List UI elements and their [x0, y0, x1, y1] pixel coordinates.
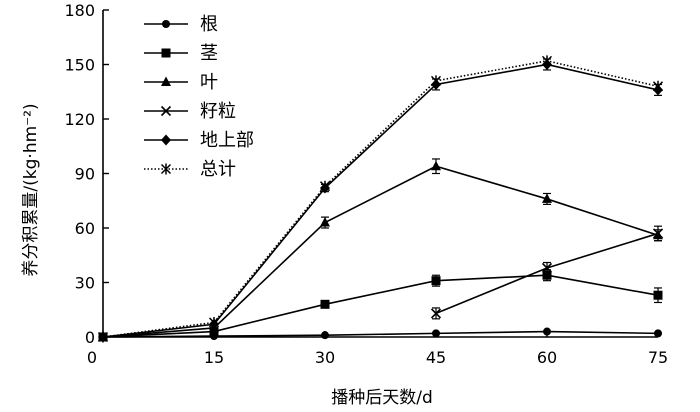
- data-point: [652, 80, 664, 92]
- series-layer: [97, 55, 664, 343]
- legend-label: 籽粒: [200, 101, 236, 122]
- legend-item-2: 叶: [144, 72, 218, 93]
- legend-label: 茎: [200, 43, 218, 64]
- series-line: [102, 60, 659, 338]
- x-tick-label: 75: [648, 348, 668, 367]
- legend-marker: [161, 76, 171, 86]
- legend-item-3: 籽粒: [144, 101, 236, 122]
- y-axis-title: 养分积累量/(kg·hm⁻²): [21, 103, 41, 276]
- data-point: [543, 327, 551, 336]
- series-5: [97, 55, 664, 343]
- data-point: [542, 193, 552, 203]
- x-tick-label: 0: [87, 348, 97, 367]
- data-point: [319, 180, 331, 192]
- x-tick-label: 15: [204, 348, 224, 367]
- series-line: [102, 165, 659, 338]
- legend-label: 总计: [200, 159, 236, 180]
- x-axis-title: 播种后天数/d: [331, 388, 433, 408]
- data-point: [320, 217, 330, 227]
- data-point: [208, 316, 220, 328]
- series-4: [98, 58, 663, 343]
- data-point: [653, 290, 663, 300]
- legend-item-1: 茎: [144, 43, 218, 64]
- series-line: [102, 63, 659, 338]
- y-tick-label: 0: [85, 328, 95, 347]
- series-3: [430, 225, 664, 320]
- series-2: [98, 158, 663, 341]
- axis-lines: [102, 10, 658, 338]
- x-tick-label: 60: [537, 348, 557, 367]
- data-point: [321, 331, 329, 340]
- legend-marker: [161, 48, 171, 58]
- legend-item-5: 总计: [144, 159, 236, 180]
- series-0: [99, 327, 662, 341]
- y-tick-label: 150: [64, 56, 95, 75]
- y-tick-label: 60: [75, 219, 95, 238]
- x-tick-label: 30: [315, 348, 335, 367]
- y-tick-label: 90: [75, 165, 95, 184]
- data-point: [431, 160, 441, 171]
- legend-item-0: 根: [144, 14, 218, 35]
- data-point: [432, 329, 440, 338]
- legend-marker: [161, 134, 171, 146]
- data-point: [97, 331, 109, 343]
- series-line: [102, 274, 659, 338]
- legend-item-4: 地上部: [144, 130, 254, 151]
- ticks: 0 30 60 90 120 150 180 0 15 30 45 60 75: [64, 1, 668, 367]
- legend-label: 根: [200, 14, 218, 35]
- data-point: [541, 262, 553, 274]
- x-tick-label: 45: [426, 348, 446, 367]
- data-point: [431, 276, 441, 286]
- legend-marker: [162, 20, 170, 28]
- y-tick-label: 120: [64, 110, 95, 129]
- y-tick-label: 30: [75, 274, 95, 293]
- data-point: [430, 308, 442, 319]
- data-point: [542, 270, 552, 280]
- legend-label: 叶: [200, 72, 218, 93]
- y-tick-label: 180: [64, 1, 95, 20]
- series-line: [102, 330, 659, 338]
- legend-marker: [160, 105, 172, 117]
- legend-marker: [160, 163, 172, 175]
- axes: [102, 10, 658, 338]
- data-point: [652, 228, 664, 239]
- data-point: [541, 55, 553, 67]
- data-point: [430, 75, 442, 87]
- legend-label: 地上部: [200, 130, 254, 151]
- data-point: [320, 299, 330, 309]
- data-point: [654, 329, 662, 338]
